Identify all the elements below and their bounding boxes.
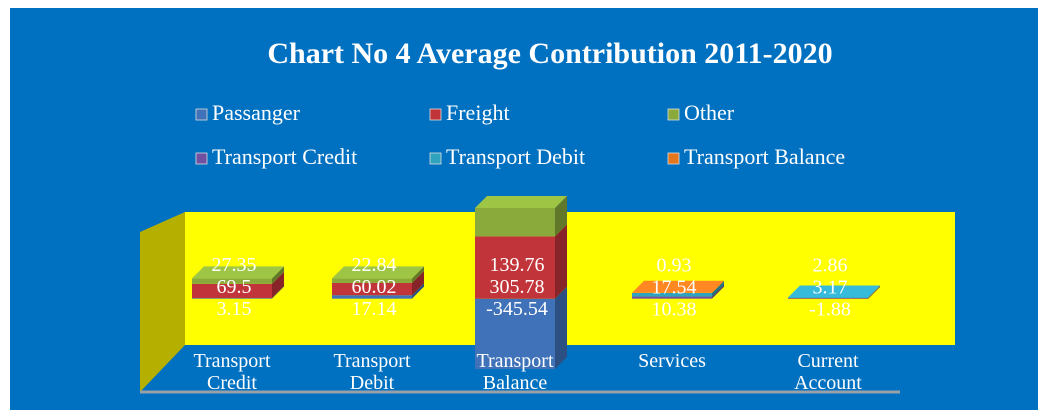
data-label: 0.93 [657, 254, 692, 276]
data-label: 27.35 [212, 254, 257, 276]
bar-side [412, 283, 424, 299]
bar-side [555, 224, 567, 299]
bar-top [632, 280, 724, 293]
bar-side [868, 285, 880, 299]
category-label: Services [638, 350, 706, 372]
bar-segment [475, 207, 555, 237]
bar-segment [332, 282, 412, 296]
bar-segment [192, 298, 272, 299]
bar-segment [788, 298, 868, 299]
bar-segment [632, 296, 712, 299]
bar-side [712, 280, 724, 293]
legend-swatch [195, 152, 208, 165]
bar-side [412, 270, 424, 296]
legend-label: Other [684, 100, 735, 125]
bar-side [712, 280, 724, 297]
bar-top [192, 266, 284, 279]
legend-swatch [667, 108, 680, 121]
bar-side [868, 286, 880, 300]
bar-top [332, 266, 424, 279]
legend-swatch [429, 152, 442, 165]
data-label: 60.02 [352, 276, 397, 298]
data-label: -1.88 [809, 298, 851, 320]
data-label: 3.15 [217, 298, 252, 320]
category-label: Transport Credit [193, 350, 271, 394]
bar-segment [192, 283, 272, 299]
bar-top [475, 195, 567, 208]
bar-side [272, 286, 284, 299]
bar-side [712, 284, 724, 299]
data-label: 2.86 [813, 254, 848, 276]
data-label: 17.14 [352, 298, 397, 320]
category-label: Transport Balance [476, 350, 554, 394]
data-label: 305.78 [490, 276, 545, 298]
legend-swatch [429, 108, 442, 121]
bar-side [868, 286, 880, 299]
data-label: 69.5 [217, 276, 252, 298]
bar-side [272, 271, 284, 299]
bar-segment [788, 297, 868, 299]
bar-segment [632, 292, 712, 297]
legend-label: Passanger [212, 100, 301, 125]
side-wall [140, 212, 185, 392]
data-label: 10.38 [652, 298, 697, 320]
chart-title: Chart No 4 Average Contribution 2011-202… [267, 37, 832, 70]
bar-side [555, 195, 567, 237]
bar-side [555, 286, 567, 370]
legend-label: Transport Balance [684, 144, 845, 169]
legend-label: Freight [446, 100, 510, 125]
legend-swatch [667, 152, 680, 165]
legend-label: Transport Credit [212, 144, 357, 169]
bar-segment [192, 278, 272, 284]
bar-segment [475, 298, 555, 370]
data-label: 3.17 [813, 276, 848, 298]
bar-top [788, 285, 880, 298]
category-label: Transport Debit [333, 350, 411, 394]
bar-side [272, 266, 284, 284]
data-label: 17.54 [652, 276, 697, 298]
bar-segment [332, 278, 412, 283]
legend-swatch [195, 108, 208, 121]
bar-segment [332, 295, 412, 299]
data-label: 139.76 [490, 254, 545, 276]
category-label: Current Account [794, 350, 862, 394]
bar-segment [475, 236, 555, 299]
back-wall [185, 212, 955, 345]
data-label: 22.84 [352, 254, 397, 276]
legend-label: Transport Debit [446, 144, 585, 169]
bar-side [412, 266, 424, 283]
data-label: -345.54 [486, 298, 548, 320]
